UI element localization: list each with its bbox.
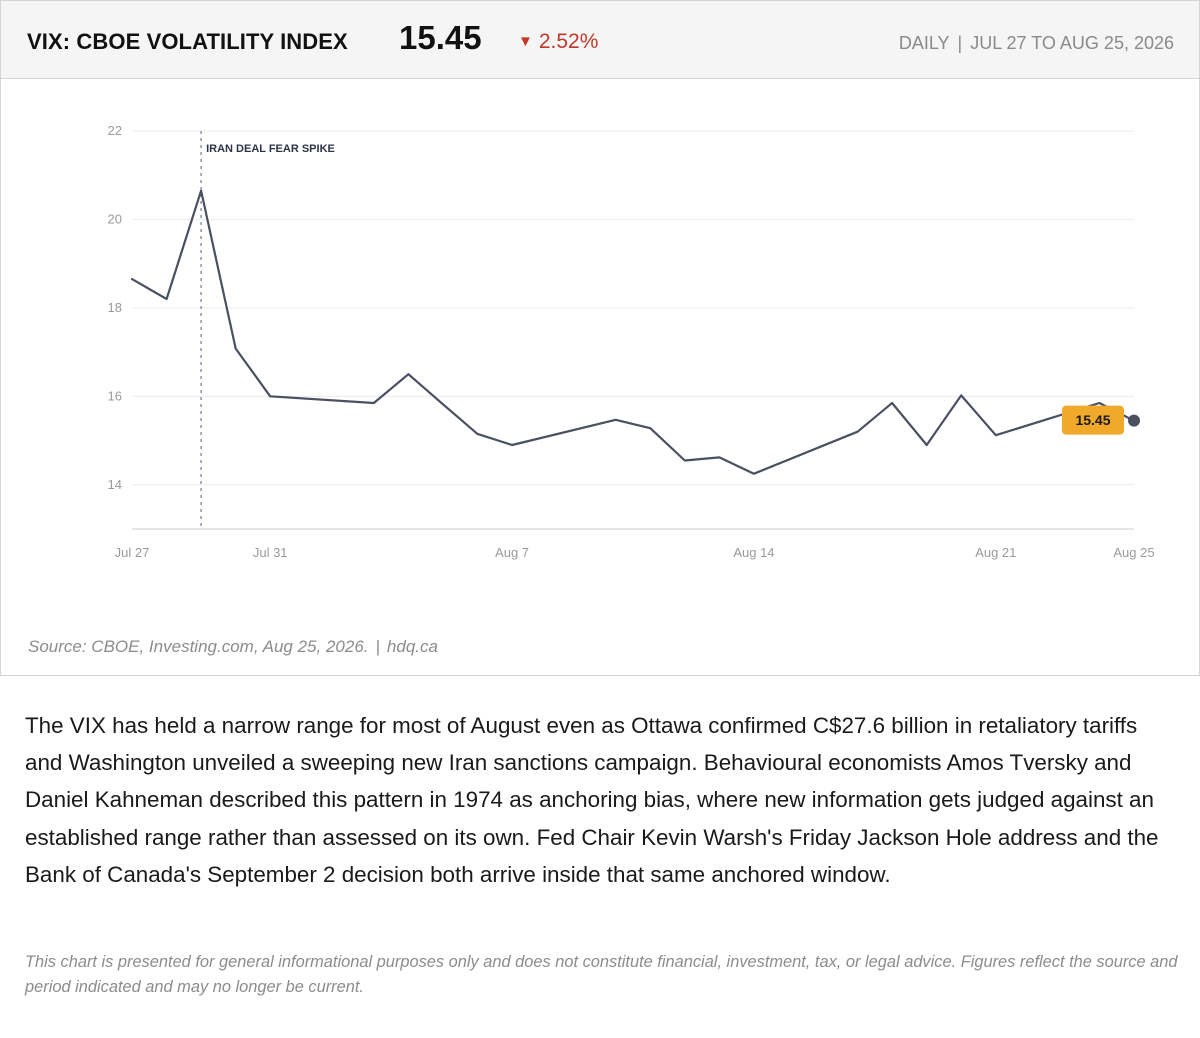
vix-series-line bbox=[130, 189, 1136, 475]
date-range-label: JUL 27 TO AUG 25, 2026 bbox=[970, 33, 1174, 53]
x-tick-label-aug-14: Aug 14 bbox=[733, 545, 774, 560]
vix-line-chart: 14 16 18 20 22 Jul 27 Jul 31 Aug 7 Aug 14 Aug 21 A… bbox=[108, 123, 1155, 560]
source-separator: | bbox=[375, 637, 380, 656]
x-tick-label-jul-27: Jul 27 bbox=[115, 545, 150, 560]
source-site: hdq.ca bbox=[386, 637, 438, 656]
y-tick-label-20: 20 bbox=[108, 211, 122, 226]
disclaimer: This chart is presented for general info… bbox=[25, 953, 1178, 996]
frequency-label: DAILY bbox=[898, 33, 950, 53]
last-value-badge-label: 15.45 bbox=[1075, 412, 1110, 428]
current-value: 15.45 bbox=[399, 19, 482, 56]
source-line: Source: CBOE, Investing.com, Aug 25, 202… bbox=[28, 637, 438, 657]
chart-header: VIX: CBOE VOLATILITY INDEX 15.45 ▼ 2.52% … bbox=[1, 1, 1199, 79]
source-text: Source: CBOE, Investing.com, Aug 25, 202… bbox=[28, 637, 369, 656]
y-tick-label-22: 22 bbox=[108, 123, 122, 138]
last-value-dot bbox=[1128, 414, 1140, 427]
change-percent: 2.52% bbox=[538, 30, 599, 53]
y-tick-label-14: 14 bbox=[108, 477, 122, 492]
annotation-label: IRAN DEAL FEAR SPIKE bbox=[206, 143, 335, 155]
chart-card: VIX: CBOE VOLATILITY INDEX 15.45 ▼ 2.52% … bbox=[0, 0, 1200, 676]
x-tick-label-jul-31: Jul 31 bbox=[253, 545, 288, 560]
chart-title: VIX: CBOE VOLATILITY INDEX bbox=[27, 29, 348, 54]
x-tick-label-aug-21: Aug 21 bbox=[975, 545, 1016, 560]
down-arrow-icon: ▼ bbox=[518, 33, 533, 50]
y-tick-label-18: 18 bbox=[108, 300, 122, 315]
date-range-info: DAILY | JUL 27 TO AUG 25, 2026 bbox=[899, 33, 1174, 54]
x-tick-label-aug-25: Aug 25 bbox=[1113, 545, 1154, 560]
commentary-paragraph: The VIX has held a narrow range for most… bbox=[25, 713, 1159, 887]
last-value-badge bbox=[1062, 405, 1124, 435]
x-tick-label-aug-7: Aug 7 bbox=[495, 545, 529, 560]
y-tick-label-16: 16 bbox=[108, 388, 122, 403]
range-separator: | bbox=[957, 33, 963, 53]
change-indicator: ▼ 2.52% bbox=[518, 30, 598, 54]
